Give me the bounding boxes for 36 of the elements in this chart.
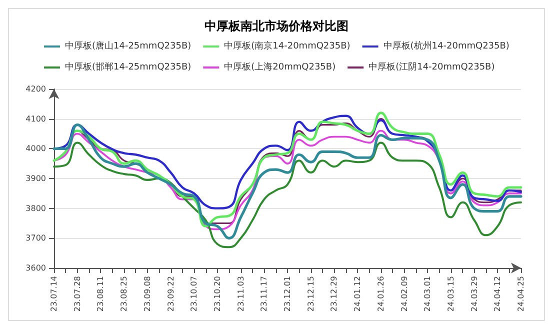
x-tick-label: 23.08.25	[120, 276, 129, 312]
x-tick-label: 23.12.29	[330, 276, 339, 312]
line-series	[53, 142, 522, 248]
x-tick-label: 23.09.22	[166, 276, 176, 312]
legend-label: 中厚板(上海20mmQ235B)	[224, 62, 336, 72]
y-tick-label: 3800	[26, 204, 46, 213]
x-tick-label: 24.03.29	[470, 276, 479, 312]
x-tick-label: 23.08.11	[96, 276, 106, 312]
x-tick-label: 23.12.01	[283, 276, 292, 312]
legend-label: 中厚板(唐山14-25mmQ235B)	[65, 40, 192, 52]
x-tick-label: 24.02.09	[400, 276, 409, 312]
y-tick-label: 3600	[26, 264, 46, 272]
x-tick-label: 24.01.12	[353, 276, 362, 312]
x-tick-label: 23.11.03	[236, 276, 246, 312]
x-tick-label: 24.03.15	[446, 276, 456, 312]
y-tick-label: 4000	[26, 144, 46, 154]
x-tick-label: 24.04.25	[516, 276, 526, 312]
legend-label: 中厚板(杭州14-20mmQ235B)	[383, 40, 510, 52]
y-tick-label: 3700	[26, 234, 46, 243]
x-tick-label: 24.01.26	[376, 276, 386, 312]
x-tick-label: 23.09.08	[142, 276, 152, 312]
x-tick-label: 23.07.28	[72, 276, 82, 312]
legend-label: 中厚板(江阴14-20mmQ235B)	[368, 62, 495, 72]
x-tick-label: 24.03.01	[423, 276, 432, 312]
x-tick-label: 23.07.14	[50, 276, 58, 312]
x-tick-label: 23.10.07	[190, 276, 199, 312]
chart-title: 中厚板南北市场价格对比图	[204, 19, 348, 33]
legend-label: 中厚板(邯郸14-25mmQ235B)	[65, 62, 192, 72]
x-tick-label: 23.10.20	[212, 276, 222, 312]
legend-label: 中厚板(南京14-20mmQ235B)	[224, 40, 350, 52]
y-tick-label: 3900	[26, 174, 46, 183]
x-tick-label: 23.11.17	[260, 276, 269, 312]
y-tick-label: 4200	[26, 84, 46, 94]
x-tick-label: 23.12.15	[306, 276, 316, 312]
y-tick-label: 4100	[26, 114, 46, 124]
x-tick-label: 24.04.12	[493, 276, 502, 312]
